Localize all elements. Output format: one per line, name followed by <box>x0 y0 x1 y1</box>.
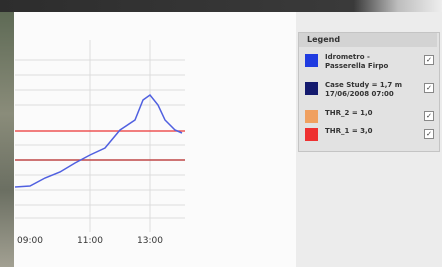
legend-swatch <box>305 128 318 141</box>
legend-label-line: Case Study = 1,7 m <box>325 81 402 90</box>
x-tick-label: 13:00 <box>137 236 163 246</box>
legend-swatch <box>305 110 318 123</box>
legend-checkbox[interactable]: ✓ <box>424 111 434 121</box>
legend-item: THR_1 = 3,0 ✓ <box>301 126 437 142</box>
chart: 09:00 11:00 13:00 <box>0 0 300 267</box>
legend-label-line: Passerella Firpo <box>325 62 388 71</box>
screen: 09:00 11:00 13:00 Legend Idrometro -Pass… <box>0 0 442 267</box>
legend-label-line: THR_2 = 1,0 <box>325 109 373 118</box>
legend-swatch <box>305 82 318 95</box>
level-line <box>15 95 182 187</box>
grid <box>15 40 185 232</box>
legend-title: Legend <box>299 33 437 47</box>
x-tick-label: 09:00 <box>17 236 43 246</box>
legend-label: THR_1 = 3,0 <box>325 127 373 136</box>
legend-panel: Legend Idrometro -Passerella Firpo✓Case … <box>298 32 440 152</box>
legend-label-line: THR_1 = 3,0 <box>325 127 373 136</box>
legend-checkbox[interactable]: ✓ <box>424 129 434 139</box>
legend-label-line: 17/06/2008 07:00 <box>325 90 402 99</box>
legend-label: THR_2 = 1,0 <box>325 109 373 118</box>
legend-label: Idrometro -Passerella Firpo <box>325 53 388 71</box>
legend-item: Idrometro -Passerella Firpo ✓ <box>301 52 437 78</box>
legend-checkbox[interactable]: ✓ <box>424 83 434 93</box>
legend-item: THR_2 = 1,0 ✓ <box>301 108 437 124</box>
legend-checkbox[interactable]: ✓ <box>424 55 434 65</box>
legend-swatch <box>305 54 318 67</box>
x-tick-label: 11:00 <box>77 236 103 246</box>
legend-label-line: Idrometro - <box>325 53 388 62</box>
